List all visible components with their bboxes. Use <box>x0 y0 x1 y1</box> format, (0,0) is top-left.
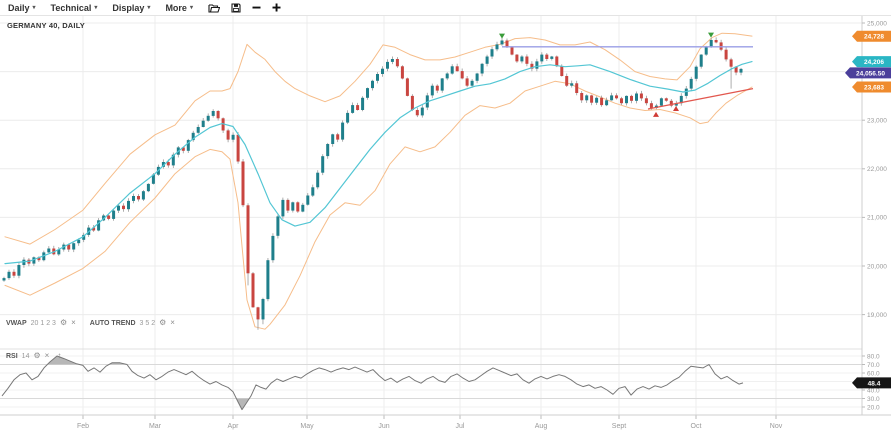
rsi-remove-icon[interactable]: × <box>44 351 50 360</box>
chart-toolbar: Daily ▾ Technical ▾ Display ▾ More ▾ <box>0 0 891 16</box>
svg-text:24,206: 24,206 <box>864 59 884 66</box>
rsi-settings-gear-icon[interactable]: ⚙ <box>33 351 41 360</box>
svg-text:40.0: 40.0 <box>867 387 880 394</box>
vwap-remove-icon[interactable]: × <box>71 318 76 327</box>
chevron-down-icon: ▾ <box>189 4 193 11</box>
vwap-settings-gear-icon[interactable]: ⚙ <box>59 318 68 327</box>
menu-technical-label: Technical <box>50 2 92 13</box>
rsi-indicator-row: RSI 14 ⚙ × ↑ <box>6 352 71 360</box>
menu-technical[interactable]: Technical ▾ <box>51 3 98 13</box>
menu-display-label: Display <box>112 2 145 13</box>
svg-text:Feb: Feb <box>77 423 89 430</box>
auto-trend-params: 3 5 2 <box>139 319 156 327</box>
svg-text:Mar: Mar <box>149 423 162 430</box>
svg-text:21,000: 21,000 <box>867 215 887 222</box>
chevron-down-icon: ▾ <box>94 4 98 11</box>
svg-text:Aug: Aug <box>535 423 548 430</box>
auto-trend-settings-gear-icon[interactable]: ⚙ <box>159 318 167 327</box>
auto-trend-remove-icon[interactable]: × <box>170 318 175 327</box>
svg-text:24,728: 24,728 <box>864 34 884 41</box>
svg-text:48.4: 48.4 <box>868 380 881 387</box>
menu-daily-label: Daily <box>8 2 30 13</box>
svg-text:70.0: 70.0 <box>867 362 880 369</box>
auto-trend-indicator: AUTO TREND 3 5 2 ⚙ × <box>90 319 175 327</box>
svg-text:80.0: 80.0 <box>867 353 880 360</box>
vwap-params: 20 1 2 3 <box>30 319 56 327</box>
svg-text:23,683: 23,683 <box>864 84 884 91</box>
svg-text:30.0: 30.0 <box>867 396 880 403</box>
svg-text:19,000: 19,000 <box>867 312 887 319</box>
vwap-indicator: VWAP 20 1 2 3 ⚙ × <box>6 319 76 327</box>
rsi-expand-arrow-icon[interactable]: ↑ <box>57 351 62 360</box>
open-chart-icon[interactable] <box>208 3 220 13</box>
chevron-down-icon: ▾ <box>147 4 151 11</box>
chart-symbol-title: GERMANY 40, DAILY <box>7 21 86 30</box>
svg-text:23,000: 23,000 <box>867 118 887 125</box>
svg-text:Jun: Jun <box>378 423 389 430</box>
save-icon[interactable] <box>231 2 241 13</box>
rsi-params: 14 <box>21 352 30 360</box>
svg-text:24,056.50: 24,056.50 <box>856 70 885 77</box>
rsi-indicator: RSI 14 ⚙ × ↑ <box>6 352 61 360</box>
svg-text:22,000: 22,000 <box>867 166 887 173</box>
chevron-down-icon: ▾ <box>32 4 36 11</box>
rsi-label: RSI <box>6 352 18 360</box>
auto-trend-label: AUTO TREND <box>89 319 136 327</box>
svg-text:Oct: Oct <box>691 423 702 430</box>
svg-text:Apr: Apr <box>228 423 240 430</box>
svg-text:Nov: Nov <box>770 423 783 430</box>
svg-text:Sept: Sept <box>612 423 626 430</box>
menu-more[interactable]: More ▾ <box>165 3 193 13</box>
menu-display[interactable]: Display ▾ <box>112 3 150 13</box>
zoom-out-icon[interactable] <box>252 3 261 12</box>
svg-text:20.0: 20.0 <box>867 404 880 411</box>
svg-text:60.0: 60.0 <box>867 370 880 377</box>
svg-text:May: May <box>300 423 314 430</box>
vwap-label: VWAP <box>6 319 27 327</box>
svg-text:20,000: 20,000 <box>867 263 887 270</box>
svg-text:Jul: Jul <box>456 423 465 430</box>
menu-more-label: More <box>165 2 187 13</box>
overlay-indicator-row: VWAP 20 1 2 3 ⚙ × AUTO TREND 3 5 2 ⚙ × <box>6 319 185 327</box>
menu-daily[interactable]: Daily ▾ <box>8 3 36 13</box>
svg-text:25,000: 25,000 <box>867 20 887 27</box>
zoom-in-icon[interactable] <box>272 3 281 12</box>
